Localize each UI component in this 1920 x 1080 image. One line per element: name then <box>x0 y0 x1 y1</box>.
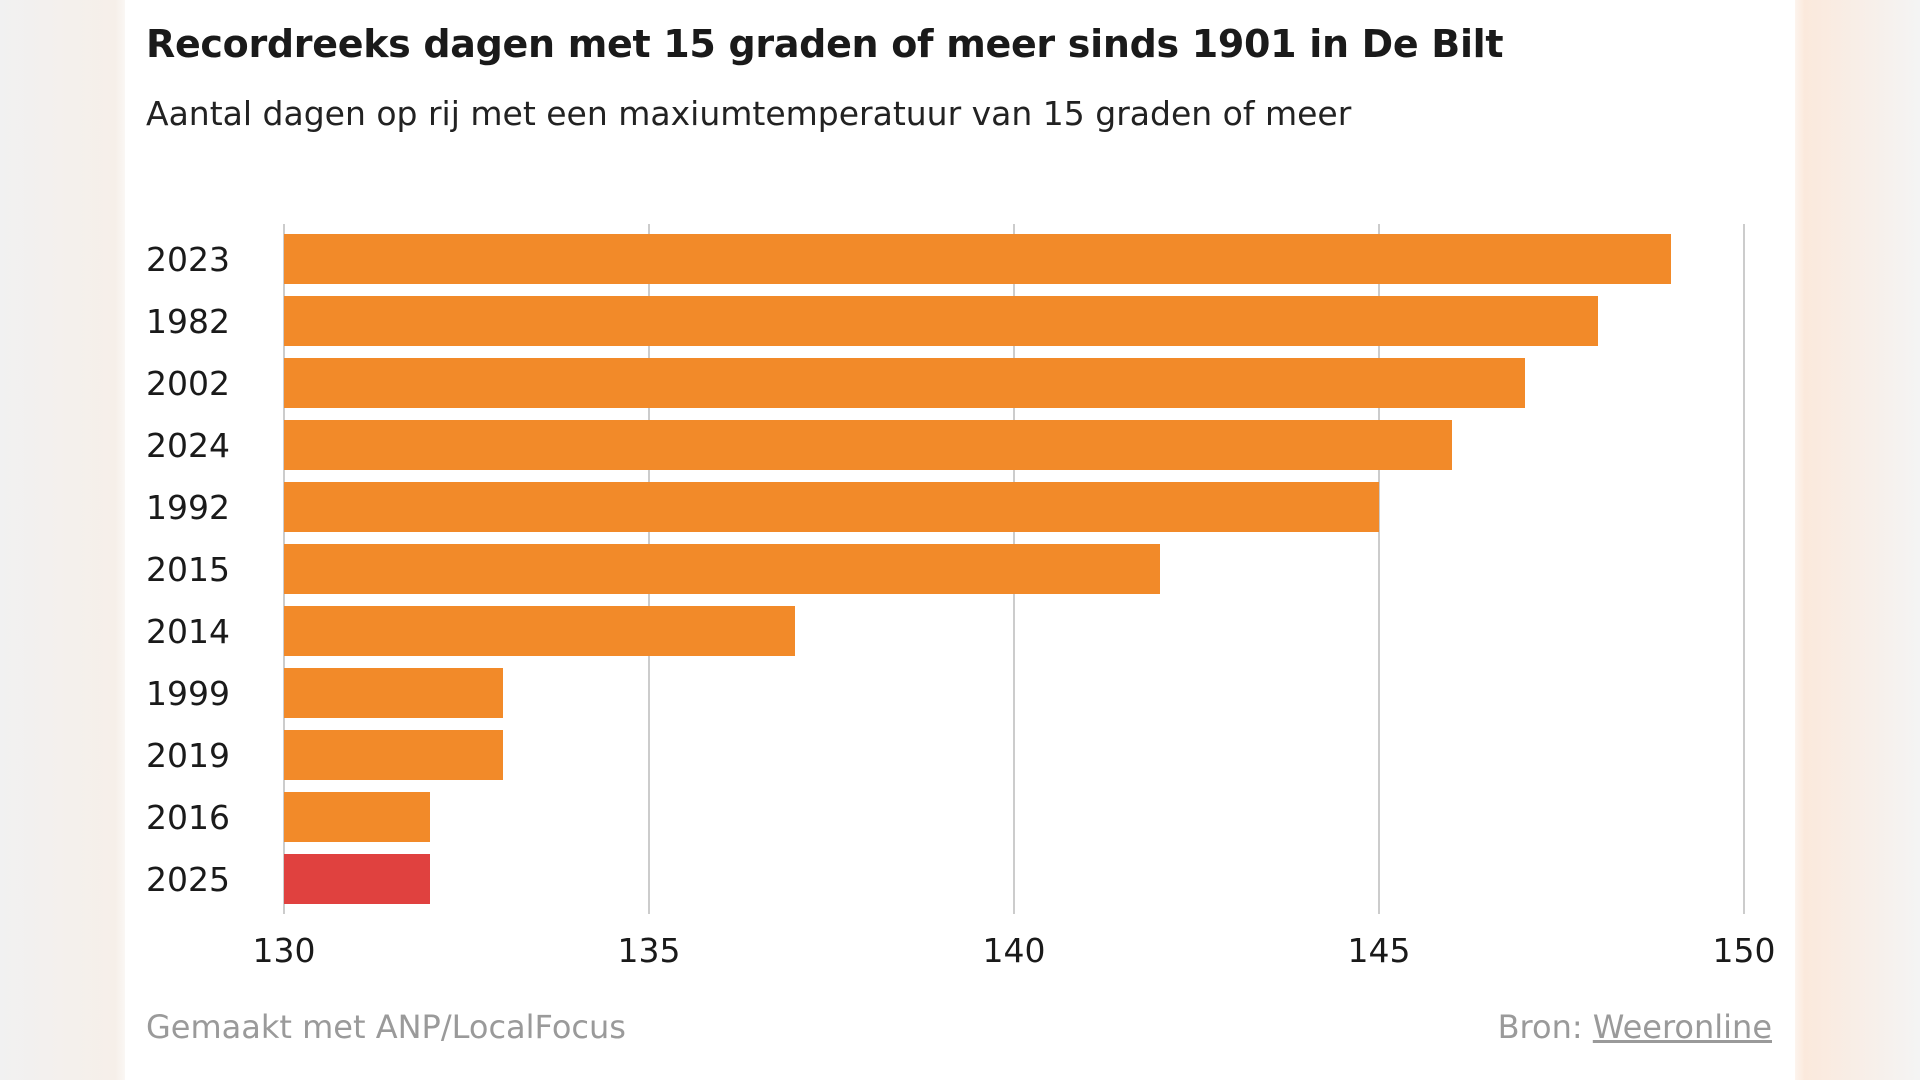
x-tick-label: 145 <box>1348 931 1411 970</box>
y-tick-label: 2025 <box>146 860 230 899</box>
x-tick-label: 140 <box>983 931 1046 970</box>
chart-title: Recordreeks dagen met 15 graden of meer … <box>146 22 1504 66</box>
y-tick-label: 1992 <box>146 488 230 527</box>
source-link[interactable]: Weeronline <box>1592 1008 1772 1046</box>
bar-2024 <box>284 420 1452 470</box>
credit-text: Gemaakt met ANP/LocalFocus <box>146 1008 626 1046</box>
y-tick-label: 2023 <box>146 240 230 279</box>
x-tick-label: 135 <box>618 931 681 970</box>
bar-2002 <box>284 358 1525 408</box>
bar-2014 <box>284 606 795 656</box>
y-tick-label: 2016 <box>146 798 230 837</box>
bar-2025 <box>284 854 430 904</box>
bar-1982 <box>284 296 1598 346</box>
y-tick-label: 2014 <box>146 612 230 651</box>
y-tick-label: 2015 <box>146 550 230 589</box>
y-tick-label: 2002 <box>146 364 230 403</box>
source: Bron: Weeronline <box>1498 1008 1772 1046</box>
x-tick-label: 130 <box>253 931 316 970</box>
bar-2015 <box>284 544 1160 594</box>
bar-2016 <box>284 792 430 842</box>
source-label: Bron: <box>1497 1008 1583 1046</box>
y-tick-label: 1999 <box>146 674 230 713</box>
bar-2019 <box>284 730 503 780</box>
y-tick-label: 2024 <box>146 426 230 465</box>
bar-chart: 2023 1982 2002 2024 1992 2015 2014 1999 2019 2016… <box>146 224 1776 970</box>
bar-1992 <box>284 482 1379 532</box>
x-tick-label: 150 <box>1713 931 1776 970</box>
bar-1999 <box>284 668 503 718</box>
y-tick-label: 2019 <box>146 736 230 775</box>
chart-subtitle: Aantal dagen op rij met een maxiumtemper… <box>146 94 1352 133</box>
y-tick-label: 1982 <box>146 302 230 341</box>
bar-2023 <box>284 234 1671 284</box>
